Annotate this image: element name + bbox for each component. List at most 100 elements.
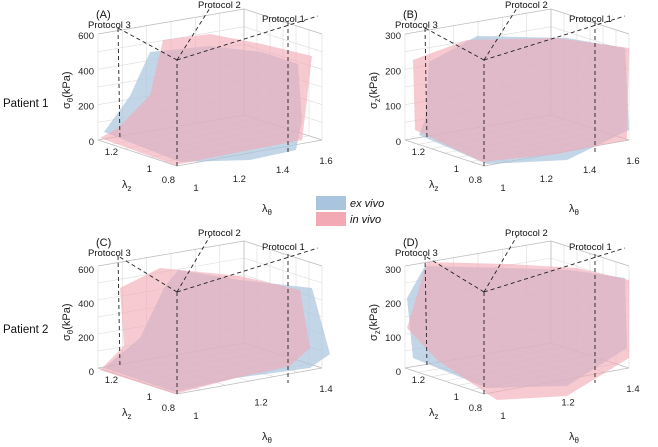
z-tick-label: 0 <box>89 367 94 378</box>
protocol-3-line <box>424 255 485 293</box>
protocol-2-label: Protocol 2 <box>198 228 241 239</box>
protocol-1-label: Protocol 1 <box>262 14 305 25</box>
protocol-1-line <box>483 15 626 61</box>
legend-swatch-in-vivo <box>316 212 346 226</box>
x-axis-label: λθ <box>262 431 273 445</box>
protocol-2-line <box>483 235 518 293</box>
protocol-paths <box>424 7 626 166</box>
x-tick-label: 1.4 <box>319 384 332 395</box>
protocol-1-line <box>483 247 626 293</box>
y-axis-label: λz <box>429 407 439 421</box>
protocol-3-drop <box>117 255 121 369</box>
y-axis-label: λz <box>122 179 132 193</box>
panel-3: Protocol 1 Protocol 2 Protocol 3(C) 0 200 400… <box>61 228 333 445</box>
surfaces <box>413 36 629 164</box>
y-axis-label: λz <box>429 179 439 193</box>
z-tick-label: 400 <box>78 66 94 77</box>
protocol-2-line <box>483 7 518 61</box>
z-tick-label: 300 <box>385 31 401 42</box>
protocol-paths <box>424 235 626 394</box>
x-tick-label: 1.2 <box>233 174 246 185</box>
y-tick-label: 1.2 <box>105 147 118 158</box>
protocol-3-drop <box>424 255 428 369</box>
y-axis-label: λz <box>122 407 132 421</box>
surface-in-vivo <box>413 38 629 162</box>
x-tick-label: 1.4 <box>626 384 639 395</box>
z-tick-label: 0 <box>396 137 401 148</box>
surfaces <box>100 268 330 394</box>
surface-in-vivo <box>407 262 629 400</box>
panel-label: (B) <box>403 9 418 21</box>
protocol-1-line <box>176 247 319 293</box>
z-tick-label: 100 <box>385 102 401 113</box>
legend-label-ex-vivo: ex vivo <box>350 198 384 210</box>
panel-4: Protocol 1 Protocol 2 Protocol 3(D) 0 100 200… <box>368 228 640 445</box>
surfaces <box>100 34 312 165</box>
legend-label-in-vivo: in vivo <box>350 214 381 226</box>
protocol-1-label: Protocol 1 <box>569 14 612 25</box>
z-tick-label: 600 <box>78 31 94 42</box>
protocol-2-label: Protocol 2 <box>505 0 548 11</box>
row-label-patient-1: Patient 1 <box>3 98 48 110</box>
y-tick-label: 0.8 <box>469 175 482 186</box>
y-tick-label: 0.8 <box>162 403 175 414</box>
x-tick-label: 1.2 <box>254 398 267 409</box>
surfaces <box>407 262 629 400</box>
legend-swatch-ex-vivo <box>316 196 346 210</box>
z-axis-label: σθ(kPa) <box>61 303 75 341</box>
protocol-2-label: Protocol 2 <box>198 0 241 11</box>
protocol-1-line <box>176 15 319 61</box>
protocol-3-label: Protocol 3 <box>395 248 438 259</box>
z-axis-label: σθ(kPa) <box>61 71 75 109</box>
panel-1: Protocol 1 Protocol 2 Protocol 3(A) 0 200 400… <box>61 0 333 217</box>
x-axis-label: λθ <box>569 431 580 445</box>
x-tick-label: 1 <box>193 183 198 194</box>
y-tick-label: 1.2 <box>412 375 425 386</box>
y-tick-label: 1.2 <box>412 147 425 158</box>
y-tick-label: 1 <box>147 164 152 175</box>
z-tick-label: 600 <box>78 265 94 276</box>
protocol-paths <box>117 7 319 166</box>
z-tick-label: 0 <box>396 367 401 378</box>
z-axis-label: σz(kPa) <box>368 72 382 109</box>
x-axis-label: λθ <box>262 203 273 217</box>
x-tick-label: 1.2 <box>540 174 553 185</box>
x-tick-label: 1 <box>500 183 505 194</box>
surface-in-vivo <box>100 268 310 394</box>
z-tick-label: 0 <box>89 137 94 148</box>
protocol-3-label: Protocol 3 <box>395 20 438 31</box>
z-axis-label: σz(kPa) <box>368 304 382 341</box>
z-tick-label: 200 <box>78 333 94 344</box>
panel-label: (D) <box>403 237 418 249</box>
x-tick-label: 1.4 <box>276 165 289 176</box>
z-tick-label: 100 <box>385 333 401 344</box>
protocol-2-line <box>176 235 211 293</box>
y-tick-label: 0.8 <box>162 175 175 186</box>
x-tick-label: 1.4 <box>583 165 596 176</box>
z-tick-label: 200 <box>385 299 401 310</box>
y-tick-label: 1 <box>147 392 152 403</box>
x-tick-label: 1.2 <box>561 398 574 409</box>
protocol-3-drop <box>117 27 121 141</box>
protocol-2-line <box>176 7 211 61</box>
y-tick-label: 1.2 <box>105 375 118 386</box>
protocol-2-label: Protocol 2 <box>505 228 548 239</box>
x-tick-label: 1 <box>500 411 505 422</box>
y-tick-label: 1 <box>454 392 459 403</box>
z-tick-label: 200 <box>385 66 401 77</box>
surface-in-vivo <box>100 34 312 165</box>
x-tick-label: 1.6 <box>319 156 332 167</box>
panel-label: (C) <box>96 237 111 249</box>
protocol-1-label: Protocol 1 <box>569 242 612 253</box>
protocol-3-label: Protocol 3 <box>88 248 131 259</box>
z-tick-label: 300 <box>385 265 401 276</box>
protocol-3-line <box>117 255 178 293</box>
legend: ex vivo in vivo <box>316 196 384 226</box>
x-tick-label: 1.6 <box>626 156 639 167</box>
protocol-paths <box>117 235 319 394</box>
panel-label: (A) <box>96 9 111 21</box>
panel-2: Protocol 1 Protocol 2 Protocol 3(B) 0 100 200… <box>368 0 640 217</box>
y-tick-label: 0.8 <box>469 403 482 414</box>
x-axis-label: λθ <box>569 203 580 217</box>
